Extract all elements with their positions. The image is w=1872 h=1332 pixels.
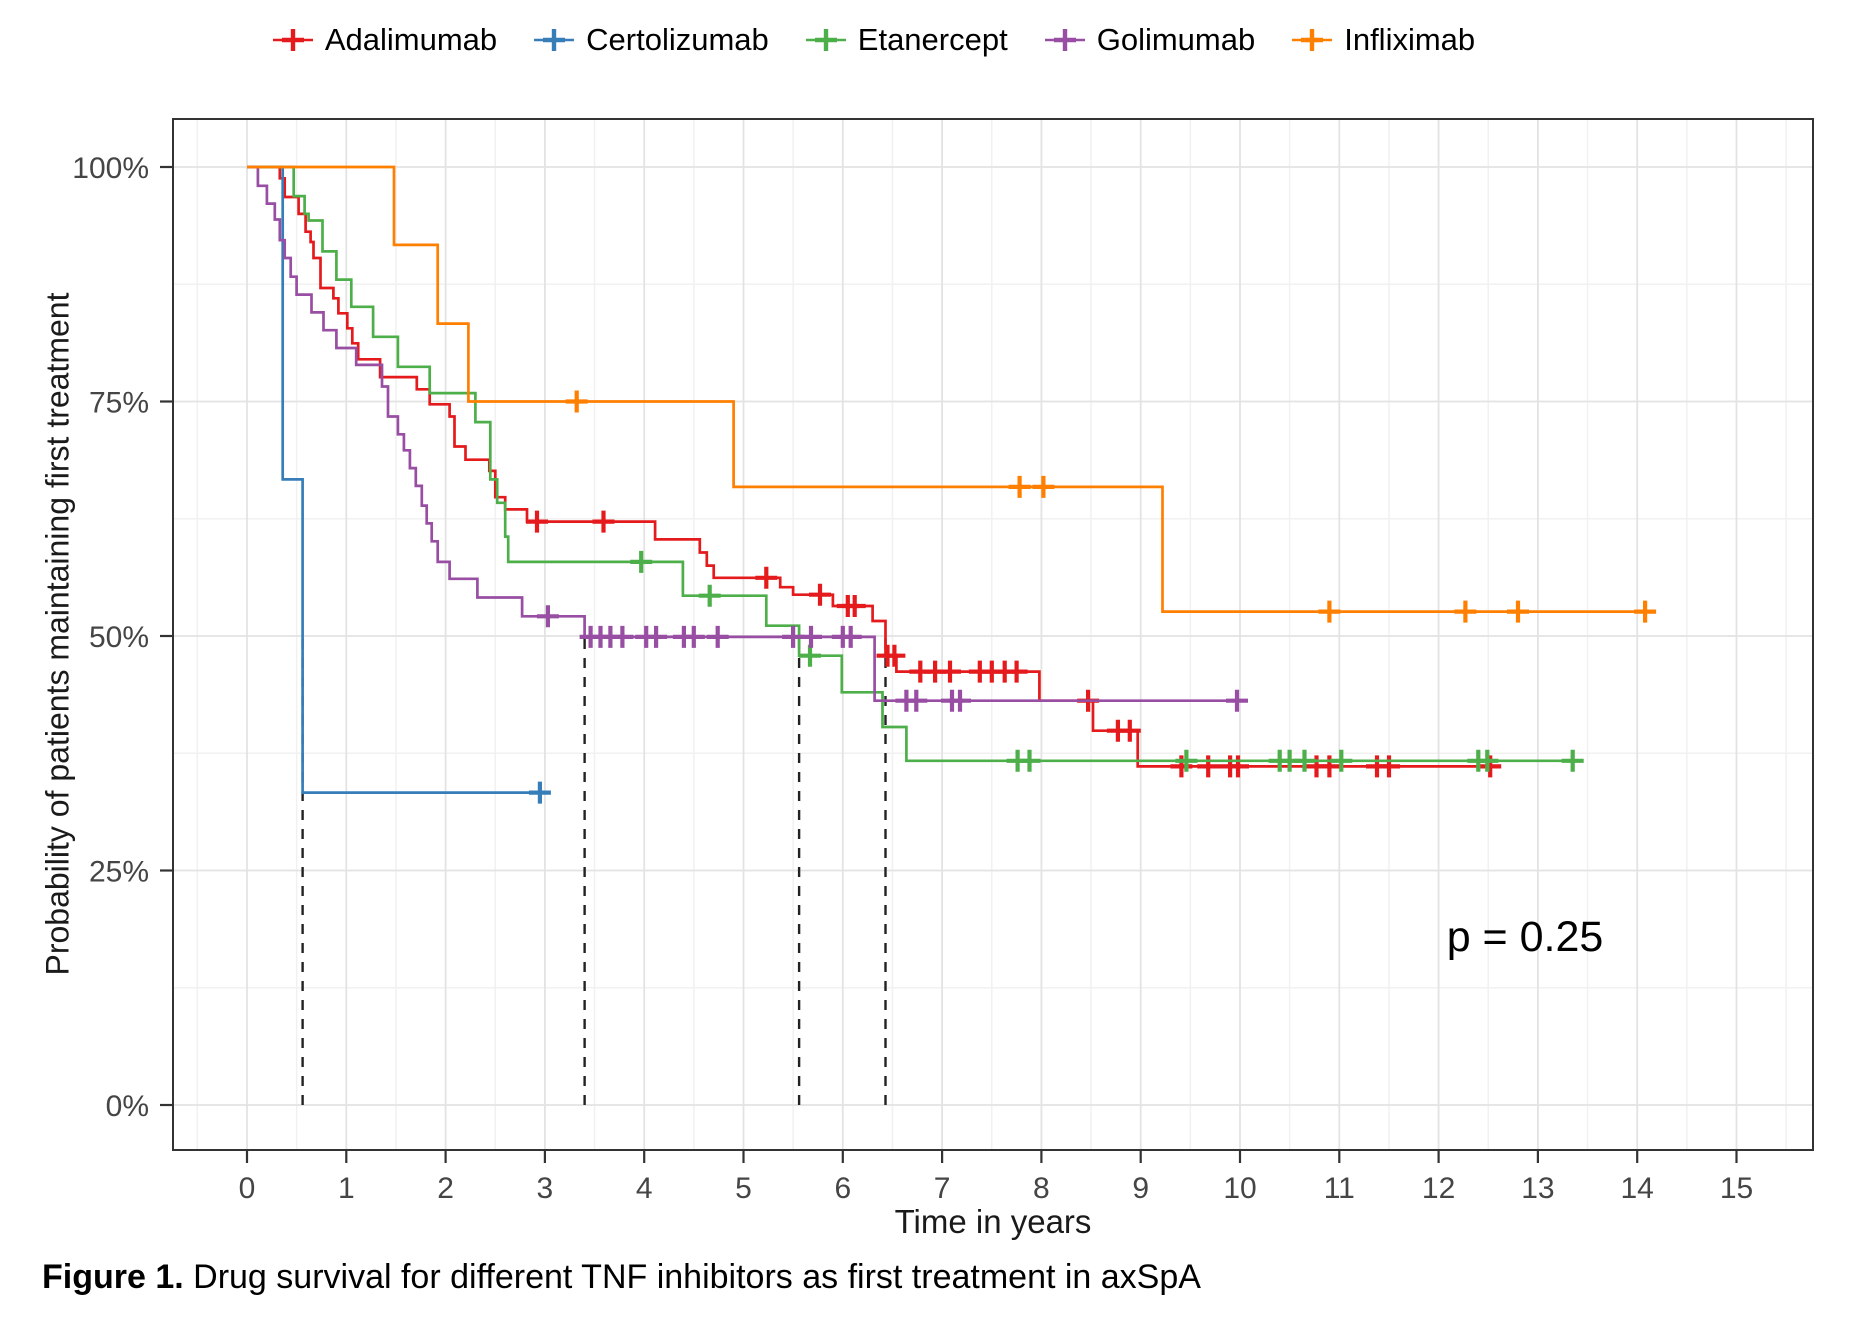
censor-mark-adalimumab	[592, 510, 615, 533]
censor-mark-golimumab	[905, 689, 928, 712]
x-axis-title: Time in years	[894, 1203, 1092, 1240]
censor-mark-infliximab	[1634, 600, 1657, 623]
y-axis-title: Probability of patients maintaining firs…	[39, 292, 76, 976]
censor-mark-infliximab	[1454, 600, 1477, 623]
censor-mark-infliximab	[565, 390, 588, 413]
legend-item-adalimumab: Adalimumab	[270, 22, 497, 58]
censor-mark-adalimumab	[755, 566, 778, 589]
curve-golimumab	[247, 165, 1240, 703]
censor-mark-golimumab	[645, 625, 668, 648]
censor-mark-etanercept	[698, 584, 721, 607]
censor-mark-adalimumab	[843, 595, 866, 617]
censor-mark-etanercept	[630, 550, 653, 573]
x-tick-label: 11	[1324, 1172, 1355, 1205]
y-tick-label: 0%	[106, 1090, 149, 1123]
x-tick-label: 3	[537, 1172, 554, 1205]
censor-mark-adalimumab	[809, 583, 831, 606]
censor-mark-adalimumab	[1378, 755, 1400, 778]
y-tick-label: 100%	[72, 152, 149, 185]
censor-mark-adalimumab	[1197, 755, 1220, 778]
censor-mark-etanercept	[799, 644, 821, 667]
censor-mark-infliximab	[1318, 600, 1341, 623]
censor-mark-golimumab	[536, 605, 559, 628]
legend-item-infliximab: Infliximab	[1289, 22, 1475, 58]
x-tick-label: 4	[636, 1172, 653, 1205]
x-tick-label: 12	[1422, 1172, 1455, 1205]
censor-mark-etanercept	[1018, 749, 1041, 772]
legend-item-golimumab: Golimumab	[1042, 22, 1256, 58]
caption-prefix: Figure 1.	[42, 1258, 184, 1296]
legend-label: Adalimumab	[324, 22, 498, 57]
x-tick-label: 8	[1033, 1172, 1050, 1205]
x-tick-label: 0	[239, 1172, 256, 1205]
legend-label: Golimumab	[1096, 22, 1256, 57]
legend-censor-plus-icon	[1292, 29, 1333, 51]
legend-censor-plus-icon	[805, 29, 846, 51]
x-tick-label: 5	[735, 1172, 752, 1205]
y-tick-label: 25%	[89, 856, 149, 889]
x-tick-label: 2	[437, 1172, 454, 1205]
x-tick-label: 7	[934, 1172, 951, 1205]
censor-mark-golimumab	[839, 625, 862, 648]
legend-item-certolizumab: Certolizumab	[531, 22, 769, 58]
legend: Adalimumab Certolizumab Etanercept Golimuma…	[0, 22, 1745, 58]
legend-item-etanercept: Etanercept	[803, 22, 1008, 58]
censor-mark-adalimumab	[1118, 719, 1141, 742]
censor-mark-golimumab	[611, 625, 634, 648]
censor-mark-etanercept	[1476, 749, 1499, 772]
y-tick-label: 75%	[89, 387, 149, 420]
censor-mark-adalimumab	[1318, 755, 1341, 778]
legend-label: Etanercept	[857, 22, 1008, 57]
x-tick-label: 13	[1521, 1172, 1554, 1205]
censor-mark-adalimumab	[1005, 660, 1028, 683]
censor-mark-infliximab	[1008, 475, 1031, 498]
curve-infliximab	[247, 165, 1654, 613]
x-tick-label: 15	[1720, 1172, 1753, 1205]
x-tick-label: 14	[1621, 1172, 1654, 1205]
censor-mark-etanercept	[1293, 749, 1316, 772]
legend-censor-plus-icon	[534, 29, 575, 51]
censor-mark-adalimumab	[883, 644, 906, 667]
x-tick-label: 10	[1223, 1172, 1256, 1205]
x-tick-label: 9	[1132, 1172, 1149, 1205]
censor-mark-etanercept	[1330, 749, 1353, 772]
curve-adalimumab	[247, 165, 1497, 768]
censor-mark-adalimumab	[526, 510, 548, 533]
x-tick-label: 1	[338, 1172, 355, 1205]
censor-mark-golimumab	[706, 625, 729, 648]
legend-censor-plus-icon	[272, 29, 313, 51]
legend-label: Certolizumab	[586, 22, 769, 57]
censor-mark-infliximab	[1032, 475, 1055, 498]
censor-mark-adalimumab	[1227, 755, 1249, 778]
censor-mark-etanercept	[1175, 749, 1198, 772]
censor-mark-golimumab	[949, 689, 971, 712]
legend-label: Infliximab	[1344, 22, 1476, 57]
censor-mark-certolizumab	[528, 781, 551, 804]
caption-text: Drug survival for different TNF inhibito…	[183, 1258, 1201, 1296]
panel-border	[172, 118, 1814, 1151]
censor-mark-golimumab	[800, 625, 822, 648]
x-tick-label: 6	[834, 1172, 851, 1205]
p-value-annotation: p = 0.25	[1446, 913, 1604, 961]
y-tick-label: 50%	[89, 621, 149, 654]
censor-mark-infliximab	[1507, 600, 1529, 623]
figure-caption: Figure 1. Drug survival for different TN…	[42, 1258, 1201, 1297]
censor-mark-etanercept	[1561, 749, 1584, 772]
censor-mark-adalimumab	[939, 660, 961, 683]
censor-mark-golimumab	[682, 625, 705, 648]
legend-censor-plus-icon	[1044, 29, 1085, 51]
censor-mark-golimumab	[1226, 689, 1248, 712]
